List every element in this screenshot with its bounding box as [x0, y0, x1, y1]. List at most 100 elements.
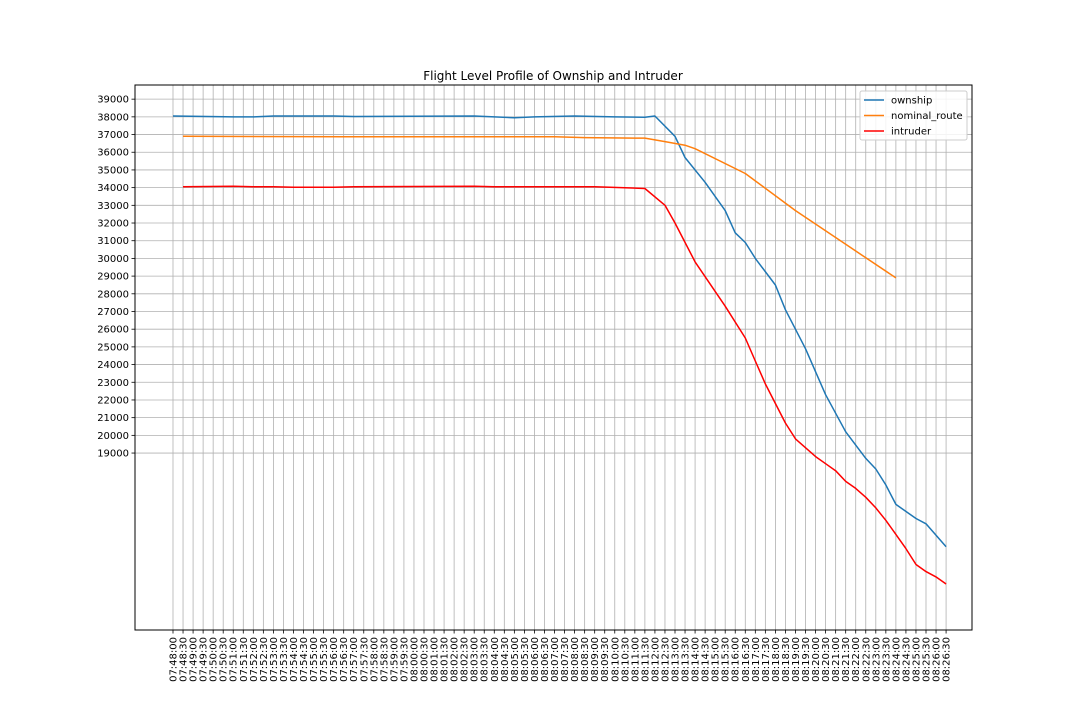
x-tick-label: 07:58:30 [379, 637, 390, 682]
grid-lines [135, 85, 972, 630]
series-line-ownship [172, 115, 947, 548]
y-tick-label: 39000 [97, 95, 129, 106]
x-tick-label: 08:10:00 [610, 637, 621, 682]
x-tick-label: 07:54:00 [289, 637, 300, 682]
y-tick-label: 27000 [97, 307, 129, 318]
plot-area-frame [134, 84, 973, 631]
x-tick-label: 08:05:00 [510, 637, 521, 682]
x-tick-label: 07:55:30 [319, 637, 330, 682]
x-tick-label: 08:06:30 [540, 637, 551, 682]
x-tick-label: 08:08:00 [570, 637, 581, 682]
x-axis-ticks: 07:48:00 07:48:30 07:49:00 07:49:30 07:50:00… [169, 630, 953, 682]
y-tick-label: 26000 [97, 325, 129, 336]
x-tick-label: 08:21:30 [841, 637, 852, 682]
x-tick-label: 08:16:30 [741, 637, 752, 682]
x-tick-label: 08:19:30 [801, 637, 812, 682]
x-tick-label: 07:49:00 [189, 637, 200, 682]
legend-label: ownship [891, 96, 932, 107]
x-tick-label: 07:52:00 [249, 637, 260, 682]
x-tick-label: 08:16:00 [731, 637, 742, 682]
x-tick-label: 08:14:30 [701, 637, 712, 682]
y-tick-label: 19000 [97, 449, 129, 460]
series-line-intruder [182, 185, 947, 585]
x-tick-label: 08:00:30 [420, 637, 431, 682]
x-tick-label: 07:52:30 [259, 637, 270, 682]
x-tick-label: 08:26:00 [932, 637, 943, 682]
x-tick-label: 08:18:30 [781, 637, 792, 682]
x-tick-label: 08:09:00 [590, 637, 601, 682]
x-tick-label: 08:13:30 [681, 637, 692, 682]
x-tick-label: 08:11:00 [630, 637, 641, 682]
x-tick-label: 08:03:30 [480, 637, 491, 682]
x-tick-label: 08:08:30 [580, 637, 591, 682]
y-axis-ticks: 19000 20000 21000 22000 23000 24000 25000 26000… [97, 95, 135, 460]
x-tick-label: 08:04:00 [490, 637, 501, 682]
y-tick-label: 29000 [97, 272, 129, 283]
x-tick-label: 07:56:00 [329, 637, 340, 682]
x-tick-label: 07:57:00 [349, 637, 360, 682]
y-tick-label: 36000 [97, 148, 129, 159]
legend-label: intruder [891, 127, 932, 138]
y-tick-label: 32000 [97, 219, 129, 230]
y-tick-label: 20000 [97, 431, 129, 442]
y-tick-label: 35000 [97, 165, 129, 176]
x-tick-label: 08:13:00 [671, 637, 682, 682]
y-tick-label: 37000 [97, 130, 129, 141]
x-tick-label: 08:15:30 [721, 637, 732, 682]
x-tick-label: 07:53:00 [269, 637, 280, 682]
x-tick-label: 08:20:30 [821, 637, 832, 682]
x-tick-label: 08:24:30 [901, 637, 912, 682]
x-tick-label: 08:00:00 [409, 637, 420, 682]
x-tick-label: 08:21:00 [831, 637, 842, 682]
x-tick-label: 08:07:00 [550, 637, 561, 682]
legend: ownship nominal_route intruder [859, 90, 968, 141]
y-tick-label: 30000 [97, 254, 129, 265]
x-tick-label: 08:20:00 [811, 637, 822, 682]
x-tick-label: 08:02:30 [460, 637, 471, 682]
x-tick-label: 08:19:00 [791, 637, 802, 682]
x-tick-label: 07:57:30 [359, 637, 370, 682]
x-tick-label: 07:59:00 [389, 637, 400, 682]
x-tick-label: 08:10:30 [620, 637, 631, 682]
x-tick-label: 08:23:00 [871, 637, 882, 682]
x-tick-label: 08:22:00 [851, 637, 862, 682]
x-tick-label: 08:06:00 [530, 637, 541, 682]
x-tick-label: 07:58:00 [369, 637, 380, 682]
x-tick-label: 08:17:30 [761, 637, 772, 682]
x-tick-label: 08:14:00 [691, 637, 702, 682]
x-tick-label: 08:05:30 [520, 637, 531, 682]
x-tick-label: 07:55:00 [309, 637, 320, 682]
y-tick-label: 25000 [97, 342, 129, 353]
x-tick-label: 07:49:30 [199, 637, 210, 682]
y-tick-label: 33000 [97, 201, 129, 212]
x-tick-label: 08:04:30 [500, 637, 511, 682]
x-tick-label: 07:59:30 [399, 637, 410, 682]
x-tick-label: 08:01:00 [430, 637, 441, 682]
x-tick-label: 08:03:00 [470, 637, 481, 682]
x-tick-label: 08:24:00 [891, 637, 902, 682]
x-tick-label: 08:15:00 [711, 637, 722, 682]
y-tick-label: 23000 [97, 378, 129, 389]
x-tick-label: 08:02:00 [450, 637, 461, 682]
x-tick-label: 07:54:30 [299, 637, 310, 682]
series-line-nominal-route [182, 135, 897, 279]
y-tick-label: 21000 [97, 413, 129, 424]
y-tick-label: 28000 [97, 289, 129, 300]
y-tick-label: 31000 [97, 236, 129, 247]
x-tick-label: 07:50:30 [219, 637, 230, 682]
x-tick-label: 07:48:30 [179, 637, 190, 682]
y-tick-label: 38000 [97, 112, 129, 123]
x-tick-label: 08:22:30 [861, 637, 872, 682]
x-tick-label: 07:53:30 [279, 637, 290, 682]
x-tick-label: 07:51:30 [239, 637, 250, 682]
x-tick-label: 08:25:00 [911, 637, 922, 682]
x-tick-label: 07:56:30 [339, 637, 350, 682]
legend-box [859, 90, 968, 141]
x-tick-label: 08:12:00 [650, 637, 661, 682]
x-tick-label: 08:18:00 [771, 637, 782, 682]
x-tick-label: 08:25:30 [922, 637, 933, 682]
x-tick-label: 08:26:30 [942, 637, 953, 682]
x-tick-label: 07:48:00 [169, 637, 180, 682]
x-tick-label: 08:23:30 [881, 637, 892, 682]
